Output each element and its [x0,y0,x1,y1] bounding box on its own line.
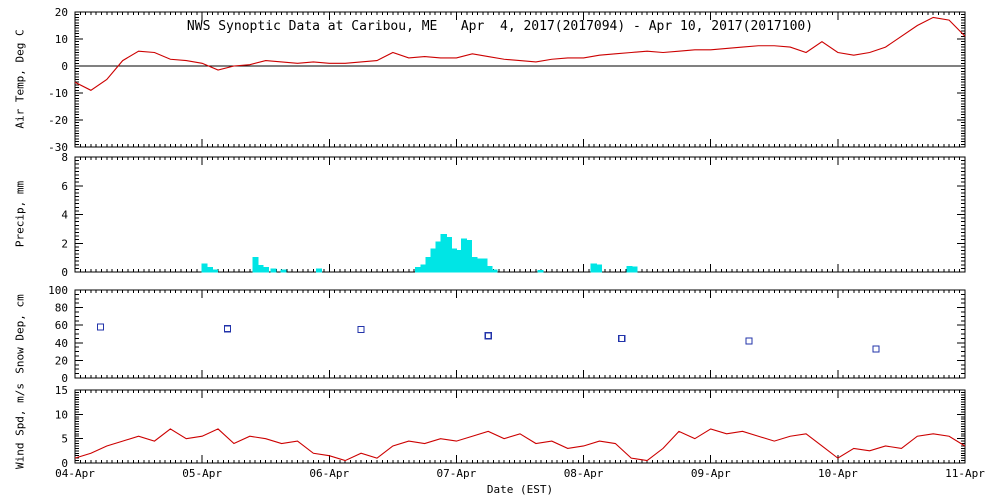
precip-bar [262,267,269,273]
precip-bar [481,258,488,273]
y-tick-label: 100 [48,284,68,297]
x-tick-label: 06-Apr [309,467,349,480]
y-tick-label: 0 [61,60,68,73]
y-tick-label: 4 [61,209,68,222]
y-tick-label: 60 [55,319,68,332]
x-tick-label: 05-Apr [182,467,222,480]
precip-bar [595,264,602,273]
precip-bar [445,237,452,273]
precip-bar [280,269,287,273]
precip-bar [491,269,498,273]
ylabel-air-temp: Air Temp, Deg C [13,29,27,129]
precip-bar [420,264,427,273]
y-tick-label: 20 [55,6,68,19]
ylabel-snow-depth: Snow Dep, cm [13,294,27,374]
snow-marker [872,345,880,353]
precip-bar [461,238,468,273]
precip-bar [270,268,277,273]
precip-bar [476,258,483,273]
x-axis-label: Date (EST) [486,483,554,496]
x-tick-label: 10-Apr [818,467,858,480]
precip-bar [590,263,597,273]
panel-border [74,389,966,464]
series-line-air-temp [74,16,966,91]
precip-bar [206,267,213,273]
y-tick-label: 2 [61,237,68,250]
y-tick-label: 0 [61,457,68,470]
y-tick-label: -10 [48,87,68,100]
precip-bar [425,257,432,273]
chart-title: NWS Synoptic Data at Caribou, ME Apr 4, … [186,19,814,34]
precip-bar [201,263,208,273]
x-tick-label: 04-Apr [55,467,95,480]
y-tick-label: 10 [55,408,68,421]
panel-border [74,156,966,273]
snow-marker [484,332,492,340]
snow-marker [223,325,232,333]
precip-bar [486,265,493,273]
x-tick-label: 11-Apr [945,467,985,480]
snow-marker [618,334,626,342]
precip-bar [316,268,323,273]
panel-border [74,289,966,379]
x-tick-label: 08-Apr [564,467,604,480]
precip-bar [440,234,447,273]
y-tick-label: 0 [61,266,68,279]
series-line-wind-speed [74,428,966,462]
ylabel-precip: Precip, mm [13,180,27,248]
y-tick-label: 8 [61,151,68,164]
precip-bar [537,270,544,273]
y-tick-label: -30 [48,141,68,154]
precip-bar [466,239,473,273]
y-tick-label: -20 [48,114,68,127]
precip-bar [626,265,633,273]
x-tick-label: 09-Apr [691,467,731,480]
y-tick-label: 80 [55,302,68,315]
precip-bar [252,257,259,273]
precip-bar [435,241,442,273]
y-tick-label: 6 [61,180,68,193]
ylabel-wind-speed: Wind Spd, m/s [13,382,27,470]
precip-bar [455,249,463,273]
snow-marker [357,326,365,334]
precip-bar [430,248,437,273]
snow-marker [96,323,105,331]
precip-bar [211,269,218,273]
precip-bar [471,257,478,273]
y-tick-label: 40 [55,337,68,350]
precip-bar [415,267,422,273]
precip-bar [450,248,457,273]
y-tick-label: 20 [55,354,68,367]
y-tick-label: 0 [61,372,68,385]
x-tick-label: 07-Apr [437,467,477,480]
y-tick-label: 10 [55,33,68,46]
y-tick-label: 5 [61,433,68,446]
precip-bar [257,265,264,273]
snow-marker [745,337,753,345]
precip-bar [631,266,638,273]
y-tick-label: 15 [55,384,68,397]
